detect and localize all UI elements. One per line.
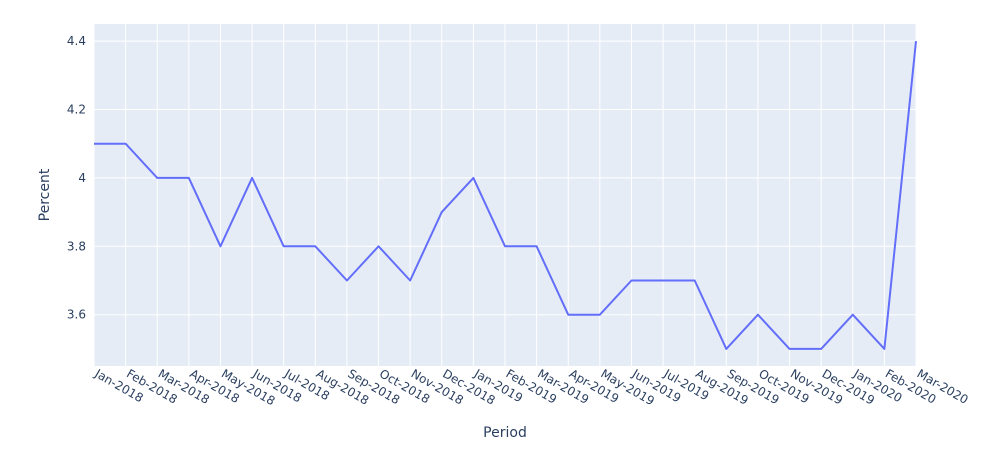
y-tick-label: 4.4: [67, 34, 86, 48]
x-axis-title: Period: [483, 425, 527, 441]
y-tick-labels: 3.6 3.8 4 4.2 4.4: [67, 34, 86, 322]
y-tick-label: 3.6: [67, 308, 86, 322]
x-grid: [93, 24, 917, 366]
y-tick-label: 4.2: [67, 103, 86, 117]
y-tick-label: 4: [78, 171, 86, 185]
y-axis-title: Percent: [37, 168, 53, 221]
y-tick-label: 3.8: [67, 239, 86, 253]
series-layer: [93, 40, 917, 350]
